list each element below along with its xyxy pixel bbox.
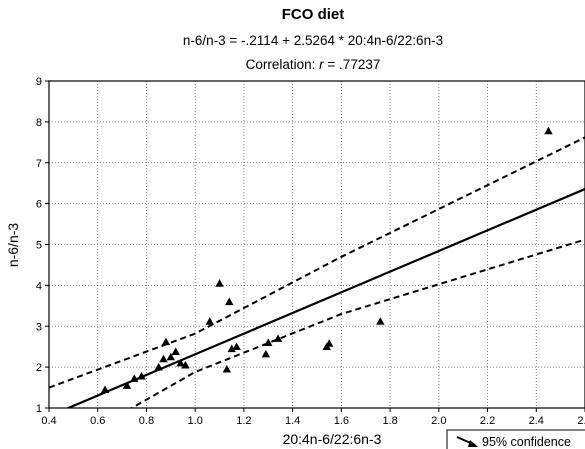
x-axis-ticks: 0.4 0.6 0.8 1.0 1.2 1.4 1.6 1.8 2.0 2.2 2.4 2.6 [41,408,585,427]
data-point [159,354,168,363]
chart-title: FCO diet [282,6,345,23]
data-point [264,338,273,346]
x-tick-label: 0.6 [90,415,105,427]
legend-box [446,429,585,449]
correlation-value: = .77237 [324,57,381,72]
data-point [100,385,110,393]
data-point [181,360,190,369]
correlation-label: Correlation: [246,57,320,72]
data-point [273,334,283,342]
x-tick-label: 1.0 [188,415,203,427]
x-tick-label: 2.4 [529,415,544,427]
data-point [324,339,334,347]
correlation-symbol: r [319,57,324,72]
data-point [161,337,171,346]
data-point [215,279,224,287]
data-point [261,349,271,358]
y-tick-label: 8 [36,117,42,129]
x-tick-label: 2.2 [480,415,495,427]
confidence-band-upper [49,136,585,389]
y-axis-label: n-6/n-3 [5,223,21,268]
x-axis-label: 20:4n-6/22:6n-3 [283,431,382,447]
correlation-text: Correlation: r = .77237 [246,57,381,72]
x-tick-label: 1.8 [382,415,397,427]
data-point [122,381,132,389]
data-point [166,352,176,361]
data-point [225,297,234,306]
y-tick-label: 7 [36,158,42,170]
data-point [154,362,163,371]
y-axis-ticks: 1 2 3 4 5 6 7 8 9 [36,76,49,415]
data-points [100,126,553,393]
y-tick-label: 9 [36,76,42,88]
data-point [227,344,236,353]
y-tick-label: 2 [36,362,42,374]
x-tick-label: 0.8 [139,415,154,427]
y-tick-label: 1 [36,403,42,415]
y-tick-label: 3 [36,321,42,333]
data-point [232,342,241,351]
data-point [176,358,185,367]
x-tick-label: 1.6 [334,415,349,427]
regression-line [65,188,585,408]
data-point [130,374,139,382]
x-tick-label: 1.4 [285,415,300,427]
legend-arrow-icon [468,440,478,447]
legend: 95% confidence [446,429,585,449]
data-point [544,126,553,135]
y-tick-label: 6 [36,199,42,211]
confidence-band-lower [129,238,585,408]
y-tick-label: 5 [36,240,42,252]
data-point [205,317,214,325]
x-tick-label: 2.6 [577,415,585,427]
data-point [376,317,385,325]
data-point [137,371,146,380]
regression-equation: n-6/n-3 = -.2114 + 2.5264 * 20:4n-6/22:6… [183,33,443,48]
x-tick-label: 0.4 [41,415,56,427]
x-tick-label: 1.2 [236,415,251,427]
data-point [222,364,232,373]
legend-label: 95% confidence [482,435,571,449]
y-tick-label: 4 [36,280,42,292]
data-point [171,347,180,355]
x-tick-label: 2.0 [431,415,446,427]
